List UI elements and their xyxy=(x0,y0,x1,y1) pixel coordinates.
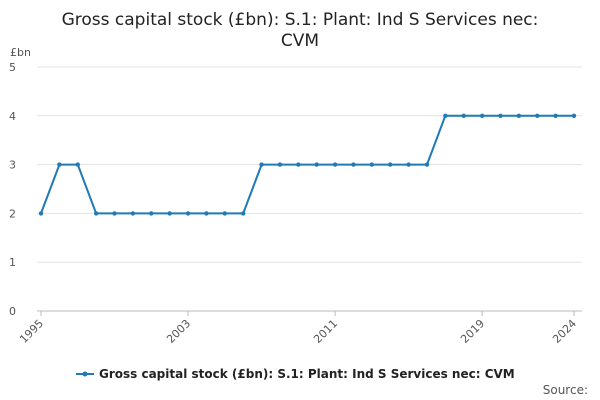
y-tick-label: 2 xyxy=(9,207,16,220)
data-point[interactable] xyxy=(75,162,80,167)
data-point[interactable] xyxy=(553,113,558,119)
data-point[interactable] xyxy=(332,162,338,167)
y-tick-label: 4 xyxy=(9,110,16,123)
data-point[interactable] xyxy=(240,211,246,216)
y-axis-unit-label: £bn xyxy=(10,46,31,59)
y-tick-label: 3 xyxy=(9,159,16,172)
data-point[interactable] xyxy=(93,211,99,216)
data-point[interactable] xyxy=(424,162,430,167)
data-point[interactable] xyxy=(204,211,209,216)
data-point[interactable] xyxy=(406,162,411,167)
data-point[interactable] xyxy=(57,162,62,167)
x-tick-label: 1995 xyxy=(17,317,46,346)
series-layer xyxy=(38,113,577,216)
y-tick-label: 1 xyxy=(9,256,16,269)
data-point[interactable] xyxy=(149,211,154,216)
series-line xyxy=(40,114,574,215)
data-point[interactable] xyxy=(461,113,466,119)
data-point[interactable] xyxy=(277,162,283,167)
data-point[interactable] xyxy=(112,211,117,216)
x-axis: 1995 2003 2011 2019 2024 xyxy=(17,310,582,346)
data-point[interactable] xyxy=(130,211,136,216)
y-axis-ticks: 0 1 2 3 4 5 xyxy=(9,61,16,318)
data-point[interactable] xyxy=(38,211,44,216)
data-point[interactable] xyxy=(351,162,356,167)
chart-title-line-2: CVM xyxy=(281,31,319,51)
data-point[interactable] xyxy=(369,162,375,167)
x-tick-label: 2019 xyxy=(458,317,487,346)
x-tick-label: 2011 xyxy=(311,317,340,346)
data-point[interactable] xyxy=(185,211,191,216)
source-label: Source: xyxy=(543,383,588,397)
data-point[interactable] xyxy=(535,113,540,119)
data-point[interactable] xyxy=(571,113,577,119)
data-point[interactable] xyxy=(222,211,227,216)
legend-entry-label: Gross capital stock (£bn): S.1: Plant: I… xyxy=(99,367,515,381)
legend: Gross capital stock (£bn): S.1: Plant: I… xyxy=(76,367,515,381)
data-point[interactable] xyxy=(314,162,319,167)
y-tick-label: 0 xyxy=(9,305,16,318)
y-tick-label: 5 xyxy=(9,61,16,74)
data-point[interactable] xyxy=(498,113,503,119)
data-point[interactable] xyxy=(167,211,172,216)
x-tick-label: 2003 xyxy=(164,317,193,346)
data-point[interactable] xyxy=(259,162,264,167)
data-point[interactable] xyxy=(388,162,393,167)
data-point[interactable] xyxy=(296,162,301,167)
data-point[interactable] xyxy=(443,113,448,119)
chart-title-line-1: Gross capital stock (£bn): S.1: Plant: I… xyxy=(62,10,539,30)
data-point[interactable] xyxy=(479,113,485,119)
legend-dot-marker xyxy=(82,371,88,377)
data-point[interactable] xyxy=(516,113,522,119)
x-tick-label: 2024 xyxy=(550,317,579,346)
